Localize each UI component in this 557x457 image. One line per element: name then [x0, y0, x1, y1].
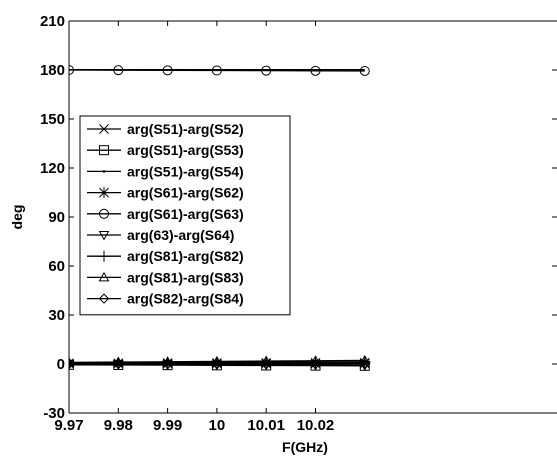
marker-diamond: [310, 358, 321, 370]
marker-triangle-up: [98, 271, 110, 282]
y-tick-label: 120: [40, 160, 65, 177]
legend: arg(S51)-arg(S52) arg(S51)-arg(S53) arg(S5…: [79, 115, 291, 316]
marker-plus: [98, 250, 110, 262]
marker-diamond: [162, 358, 173, 370]
marker-asterisk: [98, 187, 110, 199]
legend-item: arg(S51)-arg(S52): [87, 121, 244, 137]
x-tick-label: 9.98: [104, 417, 133, 434]
marker-triangle-up: [211, 355, 223, 366]
marker-circle: [99, 208, 109, 219]
marker-point: [102, 170, 106, 173]
marker-plus: [260, 356, 272, 368]
marker-x: [99, 124, 109, 134]
x-tick-label: 10.02: [297, 417, 335, 434]
legend-label: arg(S81)-arg(S82): [127, 248, 244, 264]
legend-label: arg(S81)-arg(S83): [127, 269, 244, 285]
marker-diamond: [359, 358, 371, 370]
marker-diamond: [260, 358, 272, 370]
y-tick-label: -30: [43, 405, 65, 422]
legend-label: arg(S61)-arg(S63): [127, 206, 244, 222]
legend-item: arg(S61)-arg(S62): [87, 185, 244, 201]
series-layer: [69, 65, 371, 371]
legend-label: arg(S51)-arg(S53): [127, 142, 244, 158]
legend-item: arg(S51)-arg(S53): [87, 142, 244, 158]
marker-diamond: [98, 293, 110, 304]
marker-plus: [211, 356, 223, 368]
marker-diamond: [211, 358, 223, 370]
x-tick-label: 9.99: [153, 417, 182, 434]
marker-circle: [162, 65, 173, 76]
y-axis-title: deg: [9, 205, 25, 230]
marker-circle: [359, 65, 370, 76]
legend-item: arg(S82)-arg(S84): [87, 291, 244, 307]
marker-circle: [211, 65, 222, 76]
y-tick-label: 210: [40, 13, 65, 30]
legend-label: arg(S51)-arg(S54): [127, 163, 244, 179]
y-tick-label: 60: [48, 258, 65, 275]
series-line: [69, 359, 365, 364]
y-tick-label: 30: [48, 307, 65, 324]
marker-triangle-down: [69, 360, 75, 371]
legend-item: arg(S51)-arg(S54): [87, 163, 244, 179]
x-tick-label: 9.97: [54, 417, 83, 434]
legend-item: arg(S81)-arg(S82): [87, 248, 244, 264]
x-tick-label: 10.01: [247, 417, 285, 434]
y-tick-label: 0: [57, 356, 65, 373]
y-tick-label: 180: [40, 62, 65, 79]
legend-box: [79, 115, 291, 316]
axes-layer: -30 0 30 60 90 120 150 180 210 9.97 9.98 9.99 10 10.0…: [40, 13, 557, 434]
legend-item: arg(S81)-arg(S83): [87, 269, 244, 285]
marker-circle: [310, 65, 321, 76]
legend-item: arg(63)-arg(S64): [87, 227, 234, 243]
x-tick-label: 10: [209, 417, 226, 434]
series-9: [69, 358, 371, 370]
marker-diamond: [69, 358, 75, 370]
legend-label: arg(S82)-arg(S84): [127, 291, 244, 307]
legend-label: arg(S61)-arg(S62): [127, 185, 244, 201]
y-tick-label: 150: [40, 111, 65, 128]
x-axis-title: F(GHz): [282, 439, 328, 455]
marker-square: [99, 145, 109, 156]
marker-diamond: [113, 358, 124, 370]
marker-triangle-down: [98, 231, 110, 241]
y-tick-label: 90: [48, 209, 65, 226]
legend-label: arg(S51)-arg(S52): [127, 121, 244, 137]
marker-circle: [261, 65, 272, 76]
legend-label: arg(63)-arg(S64): [127, 227, 234, 243]
legend-item: arg(S61)-arg(S63): [87, 206, 244, 222]
